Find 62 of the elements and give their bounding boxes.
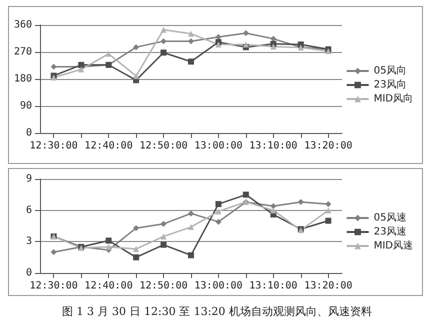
x-tick-label: 13:00:00 — [194, 280, 243, 292]
point — [106, 238, 112, 244]
y-tick-label: 180 — [14, 74, 32, 84]
x-tick-label: 13:00:00 — [194, 140, 243, 152]
point — [242, 192, 249, 198]
point — [325, 207, 332, 214]
x-tick-label: 13:10:00 — [249, 140, 298, 152]
legend-label: MID风向 — [374, 92, 414, 104]
y-tick-label: 9 — [26, 174, 32, 184]
x-tick-label: 12:50:00 — [139, 280, 188, 292]
legend-label: 23风向 — [374, 78, 406, 90]
point — [133, 246, 140, 252]
x-tick-label: 12:30:00 — [30, 140, 78, 152]
x-tick-label: 13:20:00 — [304, 140, 352, 152]
point — [270, 207, 276, 214]
point — [215, 218, 222, 225]
y-tick-label: 0 — [26, 128, 32, 138]
point — [50, 249, 57, 256]
point — [160, 220, 167, 227]
point — [160, 242, 167, 248]
point — [215, 34, 222, 40]
point — [188, 58, 194, 65]
point — [160, 26, 167, 33]
point — [133, 225, 140, 232]
y-tick-label: 270 — [14, 46, 32, 58]
point — [133, 44, 140, 50]
y-tick-label: 3 — [26, 236, 32, 248]
y-tick-label: 360 — [14, 20, 32, 30]
x-tick-label: 12:40:00 — [84, 280, 133, 292]
point — [242, 42, 249, 48]
x-tick-label: 12:40:00 — [84, 140, 133, 152]
point — [270, 44, 276, 50]
point — [242, 30, 249, 36]
point — [133, 254, 140, 260]
legend-label: MID风速 — [374, 240, 414, 252]
point — [106, 50, 112, 57]
x-tick-label: 13:10:00 — [249, 280, 298, 292]
point — [325, 201, 332, 208]
y-tick-label: 90 — [20, 100, 32, 112]
x-tick-label: 12:30:00 — [30, 280, 78, 292]
point — [188, 252, 194, 258]
legend-label: 23风速 — [374, 226, 406, 238]
point — [215, 42, 222, 48]
x-tick-label: 12:50:00 — [139, 140, 188, 152]
point — [106, 244, 112, 250]
point — [133, 73, 140, 79]
legend-label: 05风速 — [374, 212, 406, 224]
x-tick-label: 13:20:00 — [304, 280, 352, 292]
point — [188, 224, 194, 230]
point — [215, 201, 222, 208]
point — [160, 50, 167, 56]
caption: 图 1 3 月 30 日 12:30 至 13:20 机场自动观测风向、风速资料 — [61, 304, 373, 319]
point — [188, 38, 194, 44]
point — [215, 208, 222, 214]
point — [298, 198, 304, 205]
point — [325, 218, 332, 224]
point — [78, 66, 84, 72]
point — [160, 233, 167, 240]
point — [188, 30, 194, 37]
y-tick-label: 6 — [26, 204, 32, 216]
y-tick-label: 0 — [26, 268, 32, 278]
legend-label: 05风向 — [374, 64, 406, 76]
